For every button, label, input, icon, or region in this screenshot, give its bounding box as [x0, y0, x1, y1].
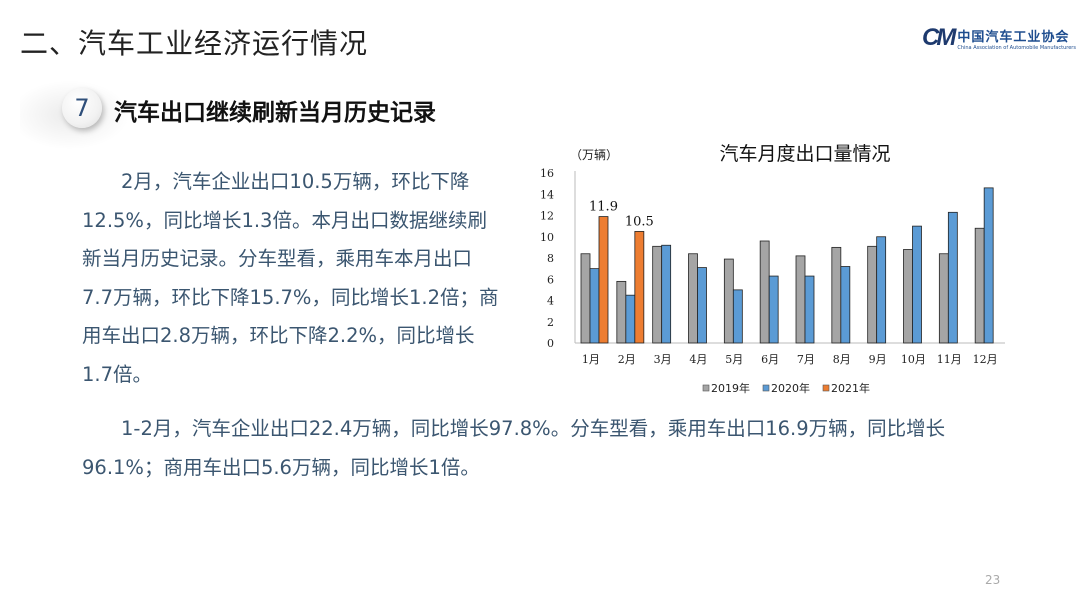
bar [634, 231, 645, 344]
bar [912, 225, 922, 344]
bar [947, 211, 958, 344]
bar [732, 289, 743, 344]
bar [831, 246, 842, 344]
bar [688, 253, 698, 344]
paragraph-jan-feb: 1-2月，汽车企业出口22.4万辆，同比增长97.8%。分车型看，乘用车出口16… [82, 417, 946, 479]
bar [983, 187, 994, 344]
bar [759, 240, 770, 344]
y-tick-label: 4 [547, 295, 554, 308]
section-title: 汽车出口继续刷新当月历史记录 [114, 100, 436, 126]
y-tick-label: 10 [540, 231, 554, 244]
chart-unit-label: （万辆） [570, 148, 618, 162]
x-tick-label: 12月 [973, 353, 998, 366]
bar [652, 245, 663, 344]
legend-label: 2020年 [771, 381, 810, 395]
y-tick-label: 6 [547, 273, 554, 286]
paragraph-february: 2月，汽车企业出口10.5万辆，环比下降12.5%，同比增长1.3倍。本月出口数… [82, 170, 499, 386]
x-tick-label: 6月 [761, 353, 779, 366]
bar [876, 236, 887, 344]
bar [723, 258, 734, 344]
page-number: 23 [985, 573, 1001, 587]
page-title: 二、汽车工业经济运行情况 [20, 27, 369, 60]
x-tick-label: 2月 [618, 353, 636, 366]
legend-swatch [822, 384, 830, 392]
bar [580, 253, 591, 344]
x-tick-label: 8月 [833, 353, 851, 366]
x-tick-label: 7月 [797, 353, 815, 366]
legend-swatch [762, 384, 770, 392]
bar [804, 275, 815, 344]
bar [598, 216, 609, 344]
monthly-export-bar-chart: 汽车月度出口量情况 （万辆） 0 2 4 6 8 10 12 14 16 11.9 1月 10.5 2月 3月… [540, 143, 1005, 395]
y-tick-label: 12 [540, 210, 554, 223]
legend-label: 2019年 [711, 381, 750, 395]
x-tick-label: 4月 [689, 353, 707, 366]
data-label: 10.5 [625, 214, 654, 229]
logo-name-en: China Association of Automobile Manufact… [957, 44, 1076, 51]
caam-logo-mark: CM [922, 24, 956, 51]
section-number-badge: 7 [62, 88, 102, 128]
bar [589, 268, 600, 344]
bar [903, 249, 913, 344]
y-tick-label: 16 [540, 167, 554, 180]
x-tick-label: 5月 [725, 353, 743, 366]
bar [938, 253, 949, 344]
x-tick-label: 3月 [654, 353, 672, 366]
x-tick-label: 11月 [937, 353, 962, 366]
bar [867, 245, 878, 344]
caam-logo: CM 中国汽车工业协会 China Association of Automob… [922, 24, 1076, 52]
bar [768, 275, 779, 344]
bar [625, 294, 636, 344]
legend-swatch [702, 384, 710, 392]
chart-title: 汽车月度出口量情况 [719, 143, 890, 165]
y-tick-label: 2 [547, 316, 554, 329]
logo-name-cn: 中国汽车工业协会 [957, 29, 1070, 45]
y-tick-label: 8 [547, 252, 554, 265]
bar [795, 255, 806, 344]
x-tick-label: 1月 [582, 353, 600, 366]
x-tick-label: 9月 [869, 353, 887, 366]
data-label: 11.9 [589, 200, 618, 215]
bar [697, 267, 707, 344]
legend-label: 2021年 [831, 381, 870, 395]
bar [616, 280, 627, 344]
bar [661, 244, 672, 344]
bar [840, 266, 851, 344]
y-tick-label: 14 [540, 188, 554, 201]
x-tick-label: 10月 [901, 353, 926, 366]
bar [974, 227, 985, 344]
y-tick-label: 0 [547, 337, 554, 350]
